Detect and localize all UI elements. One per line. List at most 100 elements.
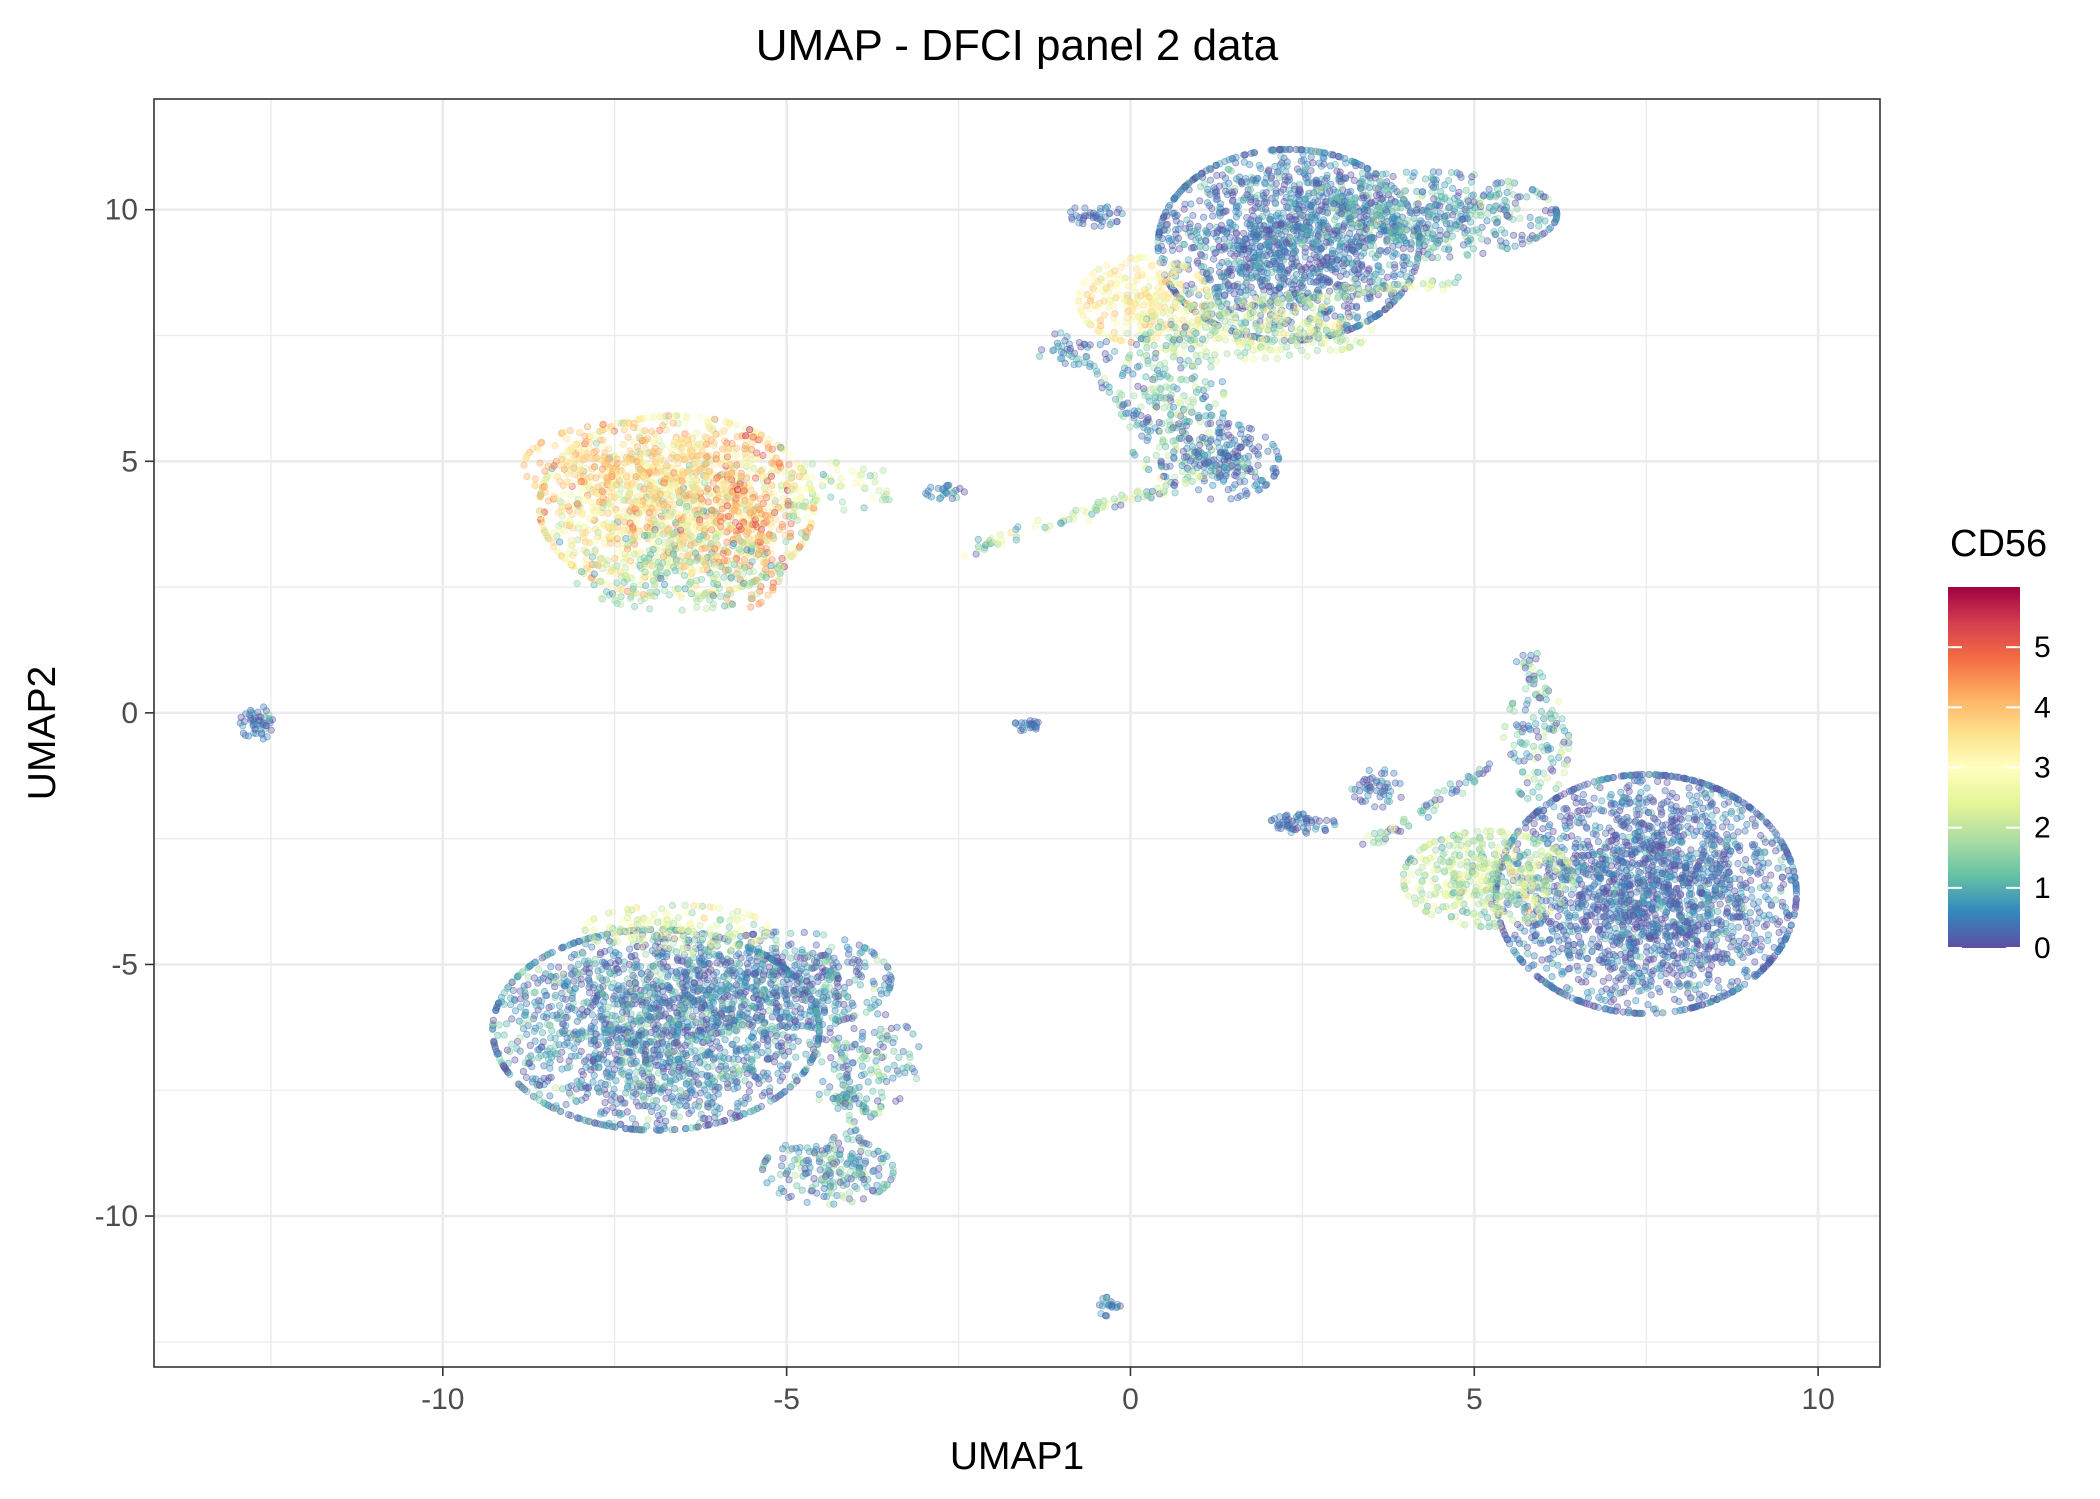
scatter-point xyxy=(756,495,764,503)
scatter-point xyxy=(1304,172,1312,180)
scatter-point xyxy=(727,589,735,598)
scatter-point xyxy=(1458,215,1466,223)
scatter-point xyxy=(1389,172,1397,181)
scatter-point xyxy=(1133,276,1141,284)
scatter-point xyxy=(592,447,600,455)
scatter-point xyxy=(670,438,679,446)
scatter-point xyxy=(1146,275,1154,283)
scatter-point xyxy=(1254,174,1262,183)
scatter-point xyxy=(728,600,737,608)
scatter-point xyxy=(573,536,582,544)
scatter-point xyxy=(1172,230,1180,238)
scatter-point xyxy=(1402,168,1411,176)
scatter-point xyxy=(780,467,789,475)
scatter-point xyxy=(1295,262,1303,271)
scatter-point xyxy=(1478,235,1486,243)
scatter-point xyxy=(682,412,691,420)
scatter-point xyxy=(657,517,665,525)
scatter-point xyxy=(956,484,964,492)
scatter-point xyxy=(1163,212,1171,220)
scatter-point xyxy=(1225,156,1233,164)
scatter-point xyxy=(840,506,848,514)
scatter-point xyxy=(1279,162,1287,170)
scatter-point xyxy=(665,496,673,504)
scatter-point xyxy=(590,463,599,471)
scatter-point xyxy=(1225,312,1233,320)
scatter-point xyxy=(623,471,631,479)
scatter-point xyxy=(683,521,691,529)
scatter-point xyxy=(606,539,615,548)
scatter-point xyxy=(626,457,634,465)
scatter-point xyxy=(1367,208,1375,216)
scatter-point xyxy=(785,451,794,459)
scatter-point xyxy=(590,570,598,578)
scatter-point xyxy=(1154,233,1163,241)
scatter-point xyxy=(578,511,586,519)
scatter-point xyxy=(573,579,581,588)
scatter-point xyxy=(677,435,685,443)
scatter-point xyxy=(1348,245,1356,253)
scatter-point xyxy=(1358,263,1366,271)
scatter-point xyxy=(570,464,578,472)
scatter-point xyxy=(1513,205,1521,213)
scatter-point xyxy=(728,469,736,477)
scatter-point xyxy=(1403,216,1411,224)
scatter-point xyxy=(576,455,584,463)
scatter-point xyxy=(762,573,770,582)
scatter-point xyxy=(697,495,705,503)
scatter-point xyxy=(1285,213,1293,221)
scatter-point xyxy=(802,532,810,541)
scatter-point xyxy=(610,555,618,564)
scatter-point xyxy=(1545,225,1553,233)
scatter-point xyxy=(655,436,663,444)
scatter-point xyxy=(573,500,581,508)
scatter-point xyxy=(1340,302,1349,310)
scatter-point xyxy=(650,583,659,592)
scatter-point xyxy=(721,602,729,610)
scatter-point xyxy=(1225,166,1233,174)
scatter-point xyxy=(860,504,868,512)
scatter-point xyxy=(827,493,835,501)
scatter-point xyxy=(1169,403,1178,411)
scatter-point xyxy=(735,545,744,554)
scatter-point xyxy=(1176,220,1185,228)
scatter-point xyxy=(692,443,700,451)
scatter-point xyxy=(1289,324,1297,332)
scatter-point xyxy=(1275,267,1284,275)
scatter-point xyxy=(727,489,735,497)
scatter-point xyxy=(1241,235,1249,243)
scatter-point xyxy=(657,574,665,582)
scatter-point xyxy=(1132,255,1141,264)
scatter-point xyxy=(1170,300,1178,309)
scatter-point xyxy=(944,481,952,490)
scatter-point xyxy=(1349,311,1357,319)
scatter-point xyxy=(1360,194,1368,202)
scatter-point xyxy=(630,550,638,558)
scatter-point xyxy=(1205,403,1213,412)
scatter-point xyxy=(727,574,735,582)
scatter-point xyxy=(733,433,742,441)
scatter-point xyxy=(1257,268,1265,276)
scatter-point xyxy=(819,470,827,479)
scatter-point xyxy=(785,460,793,469)
scatter-point xyxy=(1236,352,1245,360)
scatter-point xyxy=(662,412,670,420)
scatter-point xyxy=(1171,194,1179,202)
scatter-point xyxy=(545,535,553,543)
scatter-point xyxy=(624,497,633,505)
scatter-point xyxy=(1333,347,1341,355)
scatter-point xyxy=(668,412,676,420)
scatter-point xyxy=(688,565,696,574)
scatter-point xyxy=(1304,192,1312,200)
scatter-point xyxy=(627,530,635,538)
scatter-point xyxy=(1256,222,1264,230)
scatter-point xyxy=(1337,210,1345,218)
scatter-point xyxy=(1215,262,1224,270)
scatter-point xyxy=(1343,321,1352,329)
scatter-point xyxy=(1151,311,1159,319)
scatter-point xyxy=(1263,226,1271,234)
scatter-point xyxy=(1264,240,1272,248)
scatter-point xyxy=(656,490,664,498)
scatter-point xyxy=(1190,373,1199,381)
scatter-point xyxy=(1271,193,1279,201)
